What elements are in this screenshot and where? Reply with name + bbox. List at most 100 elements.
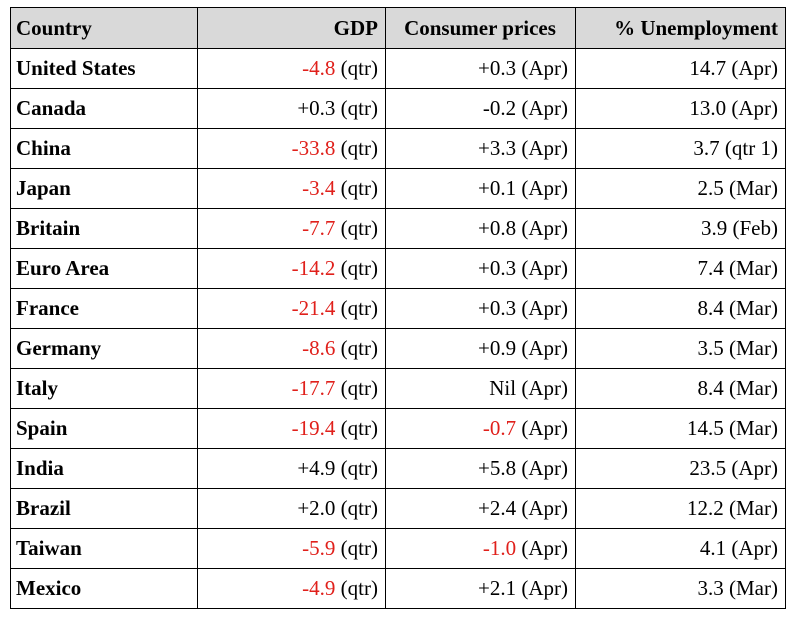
table-row: Italy -17.7 (qtr) Nil (Apr) 8.4 (Mar) [10,368,786,409]
cpi-value: Nil [489,376,517,400]
gdp-value: -21.4 [291,296,336,320]
cell-consumer-prices: Nil (Apr) [385,368,576,409]
cell-country: India [10,448,198,489]
cell-gdp: +0.3 (qtr) [197,88,386,129]
cell-consumer-prices: +2.1 (Apr) [385,568,576,609]
cpi-period: (Apr) [521,456,568,480]
cpi-value: +0.9 [478,336,517,360]
cpi-period: (Apr) [521,376,568,400]
cpi-value: +0.3 [478,296,517,320]
cell-unemployment: 3.9 (Feb) [575,208,786,249]
gdp-period: (qtr) [340,176,378,200]
cell-country: Euro Area [10,248,198,289]
cpi-value: +0.3 [478,56,517,80]
gdp-period: (qtr) [340,56,378,80]
table-row: United States -4.8 (qtr) +0.3 (Apr) 14.7 (A… [10,48,786,89]
cpi-value: +0.3 [478,256,517,280]
cpi-period: (Apr) [521,536,568,560]
table-row: Germany -8.6 (qtr) +0.9 (Apr) 3.5 (Mar) [10,328,786,369]
cpi-value: +2.4 [478,496,517,520]
cell-gdp: -21.4 (qtr) [197,288,386,329]
cell-country: Japan [10,168,198,209]
cell-consumer-prices: +3.3 (Apr) [385,128,576,169]
gdp-period: (qtr) [340,336,378,360]
cell-gdp: +4.9 (qtr) [197,448,386,489]
gdp-value: +4.9 [297,456,336,480]
cpi-value: +5.8 [478,456,517,480]
table-row: Japan -3.4 (qtr) +0.1 (Apr) 2.5 (Mar) [10,168,786,209]
gdp-value: -5.9 [302,536,336,560]
cell-country: China [10,128,198,169]
cpi-period: (Apr) [521,256,568,280]
gdp-period: (qtr) [340,456,378,480]
cpi-value: -1.0 [482,536,517,560]
cell-gdp: -33.8 (qtr) [197,128,386,169]
gdp-value: -7.7 [302,216,336,240]
cell-unemployment: 4.1 (Apr) [575,528,786,569]
cell-unemployment: 3.7 (qtr 1) [575,128,786,169]
cell-gdp: -3.4 (qtr) [197,168,386,209]
gdp-value: -4.9 [302,576,336,600]
cell-gdp: -17.7 (qtr) [197,368,386,409]
economic-indicators-table: Country GDP Consumer prices % Unemployme… [10,7,786,609]
gdp-value: -17.7 [291,376,336,400]
cpi-period: (Apr) [521,416,568,440]
cell-consumer-prices: +0.3 (Apr) [385,288,576,329]
header-gdp: GDP [197,7,386,49]
cell-country: Canada [10,88,198,129]
table-row: India +4.9 (qtr) +5.8 (Apr) 23.5 (Apr) [10,448,786,489]
cpi-value: +2.1 [478,576,517,600]
cell-gdp: -8.6 (qtr) [197,328,386,369]
cpi-value: +3.3 [478,136,517,160]
gdp-period: (qtr) [340,496,378,520]
cell-consumer-prices: -0.2 (Apr) [385,88,576,129]
cell-consumer-prices: +0.1 (Apr) [385,168,576,209]
cpi-value: -0.7 [482,416,517,440]
gdp-value: -8.6 [302,336,336,360]
cell-unemployment: 3.3 (Mar) [575,568,786,609]
cell-unemployment: 13.0 (Apr) [575,88,786,129]
cpi-period: (Apr) [521,136,568,160]
cell-gdp: -14.2 (qtr) [197,248,386,289]
cell-consumer-prices: +0.3 (Apr) [385,248,576,289]
gdp-value: -4.8 [302,56,336,80]
cell-unemployment: 8.4 (Mar) [575,368,786,409]
cell-unemployment: 3.5 (Mar) [575,328,786,369]
cell-gdp: +2.0 (qtr) [197,488,386,529]
gdp-period: (qtr) [340,216,378,240]
cell-gdp: -19.4 (qtr) [197,408,386,449]
gdp-value: +0.3 [297,96,336,120]
cell-unemployment: 12.2 (Mar) [575,488,786,529]
cell-unemployment: 14.7 (Apr) [575,48,786,89]
cell-country: Spain [10,408,198,449]
gdp-period: (qtr) [340,136,378,160]
table-row: Spain -19.4 (qtr) -0.7 (Apr) 14.5 (Mar) [10,408,786,449]
gdp-period: (qtr) [340,416,378,440]
cell-country: Taiwan [10,528,198,569]
cell-unemployment: 7.4 (Mar) [575,248,786,289]
table-row: Canada +0.3 (qtr) -0.2 (Apr) 13.0 (Apr) [10,88,786,129]
cell-unemployment: 8.4 (Mar) [575,288,786,329]
table-row: Britain -7.7 (qtr) +0.8 (Apr) 3.9 (Feb) [10,208,786,249]
cpi-period: (Apr) [521,176,568,200]
gdp-period: (qtr) [340,296,378,320]
cell-country: Germany [10,328,198,369]
table-row: China -33.8 (qtr) +3.3 (Apr) 3.7 (qtr 1) [10,128,786,169]
gdp-value: -3.4 [302,176,336,200]
table-row: France -21.4 (qtr) +0.3 (Apr) 8.4 (Mar) [10,288,786,329]
gdp-period: (qtr) [340,576,378,600]
cell-gdp: -4.9 (qtr) [197,568,386,609]
cpi-period: (Apr) [521,296,568,320]
cell-consumer-prices: -1.0 (Apr) [385,528,576,569]
cpi-value: -0.2 [482,96,517,120]
gdp-value: -33.8 [291,136,336,160]
cell-unemployment: 23.5 (Apr) [575,448,786,489]
cell-consumer-prices: +2.4 (Apr) [385,488,576,529]
cell-country: France [10,288,198,329]
cell-gdp: -7.7 (qtr) [197,208,386,249]
cell-country: Brazil [10,488,198,529]
cell-country: Italy [10,368,198,409]
cpi-period: (Apr) [521,96,568,120]
cpi-period: (Apr) [521,576,568,600]
gdp-period: (qtr) [340,256,378,280]
